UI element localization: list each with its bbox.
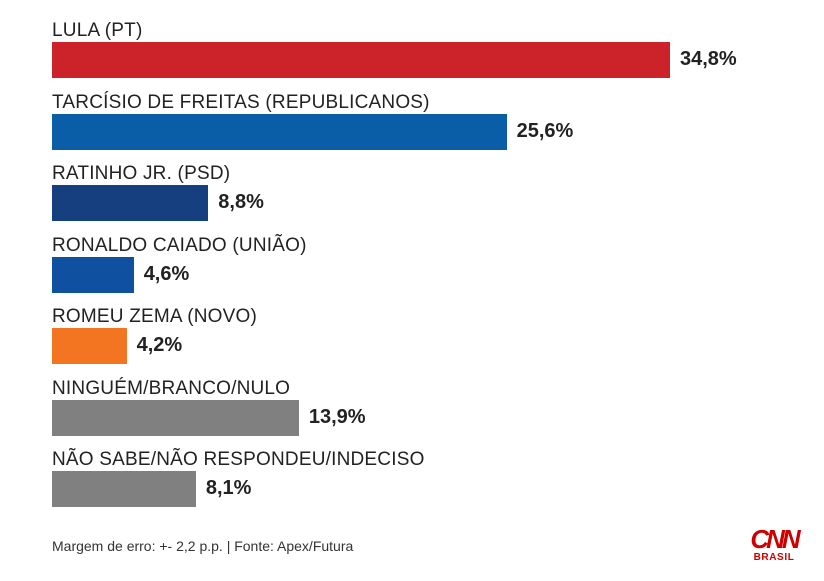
bar (52, 42, 670, 78)
cnn-brasil-logo: CNN BRASIL (746, 526, 802, 570)
bar (52, 328, 127, 364)
value-label: 13,9% (308, 405, 366, 428)
value-label: 8,8% (218, 191, 264, 213)
value-label: 25,6% (516, 119, 574, 142)
category-label: RONALDO CAIADO (UNIÃO) (52, 234, 307, 256)
bar (52, 399, 299, 436)
category-label: LULA (PT) (52, 20, 143, 41)
bar (52, 256, 134, 293)
source-note: Margem de erro: +- 2,2 p.p. | Fonte: Ape… (52, 538, 354, 554)
category-label: RATINHO JR. (PSD) (52, 163, 231, 184)
bar (52, 185, 209, 221)
category-label: ROMEU ZEMA (NOVO) (52, 306, 258, 327)
value-label: 34,8% (680, 48, 737, 70)
bar (52, 113, 507, 150)
category-label: NÃO SABE/NÃO RESPONDEU/INDECISO (52, 449, 425, 470)
value-label: 4,2% (136, 334, 183, 356)
category-label: NINGUÉM/BRANCO/NULO (52, 377, 291, 399)
logo-mark: CNN (750, 524, 800, 554)
logo-subtitle: BRASIL (753, 552, 795, 563)
value-label: 8,1% (205, 477, 252, 499)
bar (52, 471, 196, 507)
category-label: TARCÍSIO DE FREITAS (REPUBLICANOS) (52, 91, 430, 113)
value-label: 4,6% (143, 262, 190, 285)
